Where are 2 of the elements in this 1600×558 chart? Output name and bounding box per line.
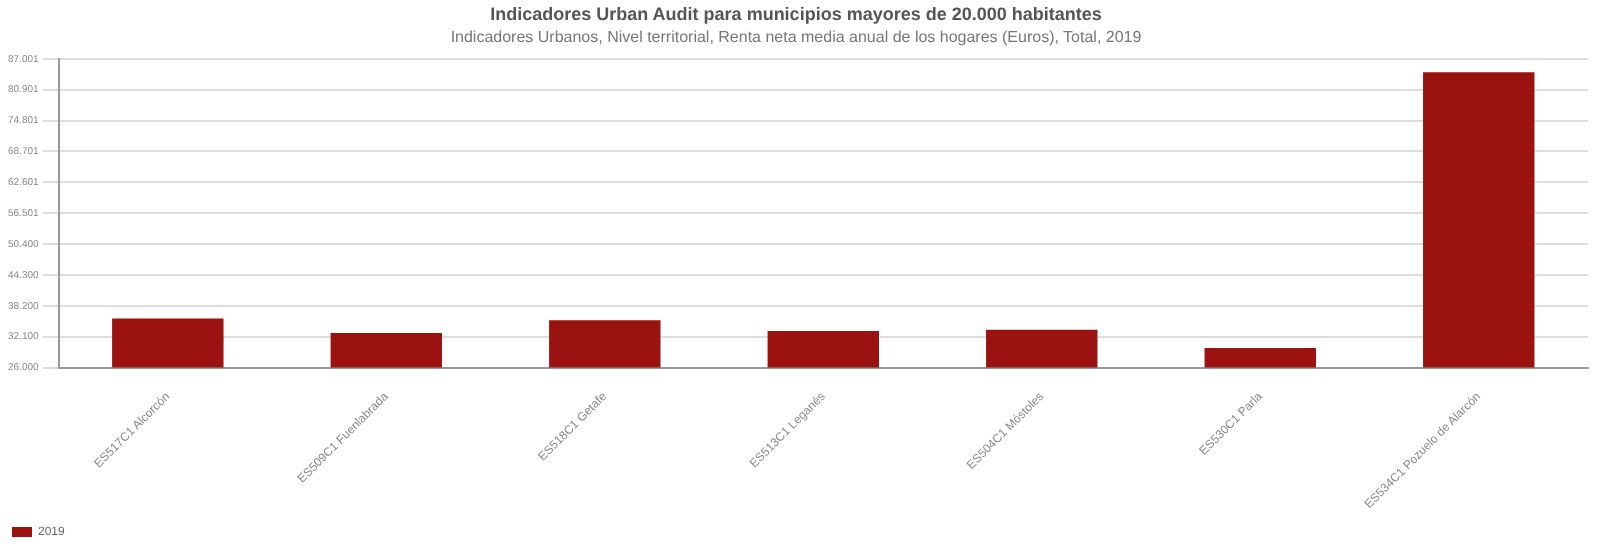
chart-title: Indicadores Urban Audit para municipios mayores de 20.000 habitantes: [490, 3, 1102, 24]
chart-subtitle: Indicadores Urbanos, Nivel territorial, Renta neta media anual de los hogares (Euros), Total, 2019: [450, 27, 1143, 46]
